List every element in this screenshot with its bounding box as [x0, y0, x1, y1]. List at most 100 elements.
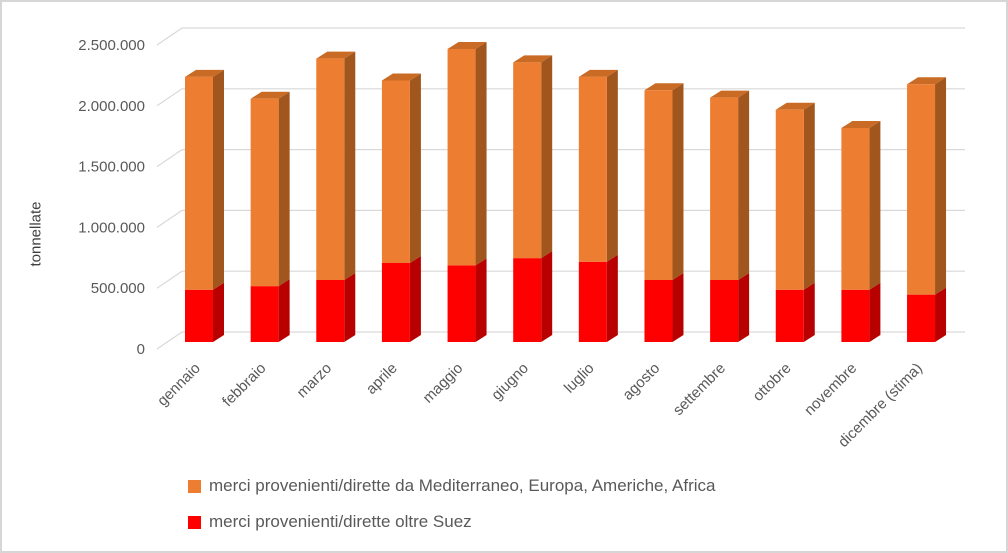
gridline	[156, 270, 965, 289]
bar-segment-oltre-suez	[710, 279, 739, 342]
bar-novembre	[841, 120, 881, 342]
bar-segment-mediterraneo	[185, 76, 213, 290]
x-axis-label: aprile	[363, 360, 401, 398]
x-axis-label: novembre	[801, 360, 860, 419]
bar-side-oltre-suez	[213, 282, 224, 342]
x-axis-label: marzo	[294, 360, 335, 401]
bar-segment-mediterraneo	[710, 97, 739, 280]
bar-top-mediterraneo	[907, 77, 947, 85]
gridline	[156, 209, 965, 228]
bar-side-oltre-suez	[409, 255, 421, 342]
bar-top-mediterraneo	[710, 90, 750, 98]
bar-top-mediterraneo	[513, 55, 553, 63]
bar-segment-mediterraneo	[447, 48, 476, 266]
bar-segment-mediterraneo	[250, 98, 279, 287]
bar-top-mediterraneo	[381, 73, 421, 81]
bar-side-mediterraneo	[541, 55, 553, 259]
bar-side-mediterraneo	[606, 69, 618, 262]
y-tick-label: 1.500.000	[78, 159, 145, 176]
bar-side-oltre-suez	[606, 254, 618, 342]
bar-agosto	[644, 83, 684, 342]
bar-side-mediterraneo	[672, 83, 684, 280]
bar-segment-oltre-suez	[644, 279, 673, 342]
bar-giugno	[513, 55, 553, 342]
bar-segment-oltre-suez	[578, 261, 607, 342]
bar-top-mediterraneo	[578, 69, 618, 77]
bar-segment-mediterraneo	[841, 127, 870, 290]
bar-side-mediterraneo	[935, 77, 947, 295]
bar-top-mediterraneo	[185, 69, 224, 77]
bar-segment-oltre-suez	[316, 279, 345, 342]
bar-aprile	[381, 73, 421, 342]
bar-side-oltre-suez	[869, 282, 881, 342]
bar-side-oltre-suez	[738, 272, 750, 342]
bar-marzo	[316, 51, 356, 342]
bar-maggio	[447, 41, 487, 342]
x-axis-label: luglio	[561, 360, 598, 397]
bar-segment-oltre-suez	[775, 289, 804, 342]
bar-segment-oltre-suez	[447, 265, 476, 342]
bar-side-oltre-suez	[672, 272, 684, 342]
bar-side-oltre-suez	[935, 287, 947, 342]
bar-side-oltre-suez	[803, 282, 815, 342]
y-tick-label: 0	[137, 341, 145, 358]
bar-side-mediterraneo	[475, 41, 487, 266]
bar-luglio	[578, 69, 618, 342]
bar-segment-mediterraneo	[316, 58, 345, 280]
x-axis-label: agosto	[619, 360, 663, 404]
bar-side-oltre-suez	[475, 258, 487, 342]
bar-segment-oltre-suez	[381, 262, 410, 342]
bar-segment-mediterraneo	[907, 84, 936, 295]
bar-segment-mediterraneo	[775, 109, 804, 290]
x-axis-label: febbraio	[219, 360, 269, 410]
bar-side-mediterraneo	[738, 90, 750, 280]
bar-top-mediterraneo	[775, 102, 815, 110]
bar-gennaio	[185, 69, 224, 342]
bar-segment-oltre-suez	[841, 289, 870, 342]
bar-side-mediterraneo	[344, 51, 356, 280]
y-tick-label: 1.000.000	[78, 219, 145, 236]
bar-segment-mediterraneo	[578, 76, 607, 262]
y-tick-label: 500.000	[91, 280, 145, 297]
legend-swatch-red-icon	[188, 515, 201, 529]
x-axis-label: giugno	[488, 360, 532, 404]
bar-top-mediterraneo	[250, 91, 290, 99]
x-axis-label: ottobre	[750, 360, 795, 405]
legend-swatch-orange-icon	[188, 479, 201, 493]
legend: merci provenienti/dirette da Mediterrane…	[188, 476, 715, 532]
x-axis-label: settembre	[670, 360, 729, 419]
bar-segment-oltre-suez	[185, 289, 213, 342]
gridline	[156, 88, 965, 107]
bar-settembre	[710, 90, 750, 342]
bar-top-mediterraneo	[841, 120, 881, 128]
bar-side-oltre-suez	[541, 251, 553, 342]
bar-ottobre	[775, 102, 815, 342]
y-tick-label: 2.500.000	[78, 37, 145, 54]
bar-dicembre-stima-	[907, 77, 947, 342]
y-tick-label: 2.000.000	[78, 98, 145, 115]
bar-side-mediterraneo	[213, 69, 224, 290]
legend-item-oltre-suez: merci provenienti/dirette oltre Suez	[188, 512, 715, 532]
x-axis-label: gennaio	[154, 360, 204, 410]
bar-segment-mediterraneo	[513, 62, 542, 259]
bar-top-mediterraneo	[644, 83, 684, 91]
bar-segment-oltre-suez	[250, 286, 279, 342]
bar-segment-oltre-suez	[513, 258, 542, 342]
bar-side-oltre-suez	[278, 279, 290, 342]
legend-label: merci provenienti/dirette da Mediterrane…	[209, 476, 716, 495]
legend-item-mediterraneo: merci provenienti/dirette da Mediterrane…	[188, 476, 715, 496]
bar-side-mediterraneo	[869, 120, 881, 290]
bar-segment-oltre-suez	[907, 294, 936, 342]
bar-side-mediterraneo	[409, 73, 421, 263]
bar-side-mediterraneo	[803, 102, 815, 290]
x-axis-label: maggio	[420, 360, 467, 407]
bar-side-oltre-suez	[344, 272, 356, 342]
plot-area: 0 500.000 1.000.000 1.500.000 2.000.000 2.500…	[78, 27, 965, 451]
legend-label: merci provenienti/dirette oltre Suez	[209, 512, 472, 531]
bar-top-mediterraneo	[316, 51, 356, 59]
bar-side-mediterraneo	[278, 91, 290, 287]
gridline	[156, 149, 965, 168]
bar-segment-mediterraneo	[381, 80, 410, 263]
bar-febbraio	[250, 91, 290, 342]
